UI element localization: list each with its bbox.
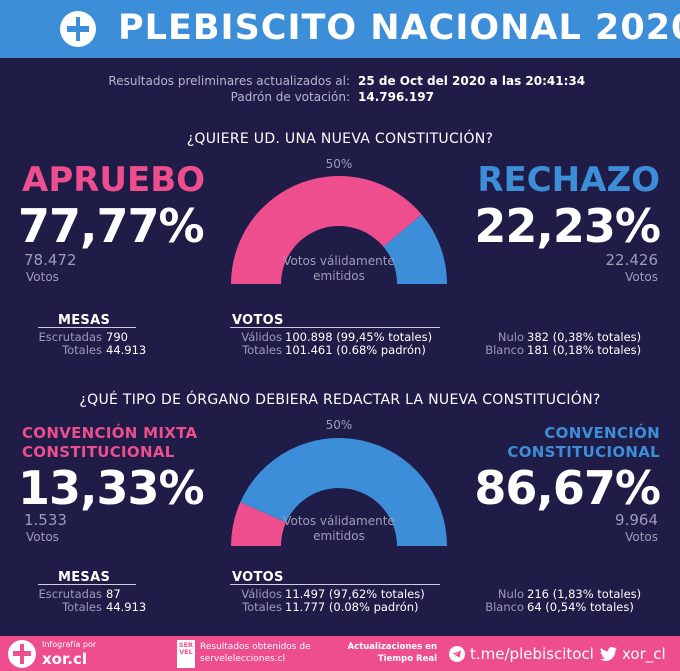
blanco-value-2: 64 (0,54% totales) bbox=[527, 600, 634, 614]
convencion-title-line2: CONSTITUCIONAL bbox=[507, 443, 660, 461]
mesas-escrutadas-label-2: Escrutadas bbox=[38, 587, 103, 601]
mesas-escrutadas-value-1: 790 bbox=[106, 330, 128, 344]
servel-logo-icon: SER VEL bbox=[177, 640, 195, 668]
mesas-totales-value-2: 44.913 bbox=[106, 600, 147, 614]
mixta-votes: 1.533 bbox=[24, 511, 67, 529]
apruebo-votes: 78.472 bbox=[24, 251, 77, 269]
convencion-votes: 9.964 bbox=[615, 511, 658, 529]
mesas-totales-label-2: Totales bbox=[62, 600, 102, 614]
rechazo-percent: 22,23% bbox=[474, 199, 661, 253]
mixta-title-line1: CONVENCIÓN MIXTA bbox=[22, 424, 198, 442]
convencion-title-line1: CONVENCIÓN bbox=[544, 424, 660, 442]
updates-line1: Actualizaciones en bbox=[347, 642, 437, 652]
updates-line2: Tiempo Real bbox=[377, 654, 437, 664]
mesas-heading-2: MESAS bbox=[58, 570, 111, 585]
votos-validos-label-1: Válidos bbox=[241, 330, 282, 344]
convencion-percent: 86,67% bbox=[474, 461, 661, 515]
gauge1-center-percent: 50% bbox=[325, 157, 353, 171]
twitter-icon bbox=[600, 647, 617, 661]
twitter-link[interactable]: xor_cl bbox=[622, 645, 666, 663]
rechazo-title: RECHAZO bbox=[477, 160, 660, 200]
question-1: ¿QUIERE UD. UNA NUEVA CONSTITUCIÓN? bbox=[186, 131, 494, 147]
updated-label: Resultados preliminares actualizados al: bbox=[108, 74, 350, 88]
updated-value: 25 de Oct del 2020 a las 20:41:34 bbox=[358, 74, 586, 88]
nulo-label-2: Nulo bbox=[497, 587, 524, 601]
votos-validos-value-1: 100.898 (99,45% totales) bbox=[285, 330, 433, 344]
nulo-value-1: 382 (0,38% totales) bbox=[527, 330, 642, 344]
gauge1-left-arc bbox=[231, 176, 422, 284]
servel-line1: Resultados obtenidos de bbox=[200, 642, 311, 652]
votos-totales-label-1: Totales bbox=[242, 343, 282, 357]
blanco-label-1: Blanco bbox=[485, 343, 524, 357]
footer-bar: Infografía por xor.cl SER VEL Resultados… bbox=[0, 636, 680, 671]
votos-heading-2: VOTOS bbox=[232, 570, 284, 585]
gauge1-label: Votos válidamente emitidos bbox=[283, 254, 395, 283]
blanco-label-2: Blanco bbox=[485, 600, 524, 614]
telegram-link[interactable]: t.me/plebiscitocl bbox=[470, 645, 594, 663]
votos-validos-label-2: Válidos bbox=[241, 587, 282, 601]
votos-divider-1 bbox=[230, 327, 440, 328]
gauge-chart-2 bbox=[231, 437, 447, 546]
mesas-escrutadas-value-2: 87 bbox=[106, 587, 121, 601]
infografia-label: Infografía por bbox=[42, 640, 97, 649]
apruebo-votes-label: Votos bbox=[26, 270, 59, 284]
mixta-percent: 13,33% bbox=[18, 461, 205, 515]
mesas-divider-2 bbox=[38, 584, 136, 585]
gauge1-right-arc bbox=[383, 214, 447, 284]
nulo-label-1: Nulo bbox=[497, 330, 524, 344]
convencion-votes-label: Votos bbox=[625, 530, 658, 544]
rechazo-votes-label: Votos bbox=[625, 270, 658, 284]
mesas-heading-1: MESAS bbox=[58, 313, 111, 328]
header-bar: PLEBISCITO NACIONAL 2020 bbox=[0, 0, 680, 58]
votos-divider-2 bbox=[230, 584, 440, 585]
infografia-brand-link[interactable]: xor.cl bbox=[42, 650, 87, 668]
gauge2-right-arc bbox=[240, 437, 447, 546]
nulo-value-2: 216 (1,83% totales) bbox=[527, 587, 642, 601]
votos-heading-1: VOTOS bbox=[232, 313, 284, 328]
question-2: ¿QUÉ TIPO DE ÓRGANO DEBIERA REDACTAR LA … bbox=[79, 392, 601, 408]
telegram-icon bbox=[449, 646, 465, 662]
mesas-escrutadas-label-1: Escrutadas bbox=[38, 330, 103, 344]
gauge2-left-arc bbox=[231, 502, 287, 546]
mesas-totales-label-1: Totales bbox=[62, 343, 102, 357]
votos-validos-value-2: 11.497 (97,62% totales) bbox=[285, 587, 425, 601]
mixta-votes-label: Votos bbox=[26, 530, 59, 544]
mixta-title-line2: CONSTITUCIONAL bbox=[22, 443, 175, 461]
gauge2-label: Votos válidamente emitidos bbox=[283, 514, 395, 543]
padron-label: Padrón de votación: bbox=[230, 90, 350, 104]
rechazo-votes: 22.426 bbox=[605, 251, 659, 269]
gauge-chart-1 bbox=[231, 176, 447, 284]
votos-totales-value-1: 101.461 (0.68% padrón) bbox=[285, 343, 426, 357]
servel-link[interactable]: servelelecciones.cl bbox=[200, 654, 286, 664]
gauge2-center-percent: 50% bbox=[325, 418, 353, 432]
votos-totales-value-2: 11.777 (0.08% padrón) bbox=[285, 600, 419, 614]
apruebo-title: APRUEBO bbox=[22, 160, 206, 200]
votos-totales-label-2: Totales bbox=[242, 600, 282, 614]
mesas-divider-1 bbox=[38, 327, 136, 328]
apruebo-percent: 77,77% bbox=[18, 199, 205, 253]
blanco-value-1: 181 (0,18% totales) bbox=[527, 343, 642, 357]
padron-value: 14.796.197 bbox=[358, 90, 434, 104]
mesas-totales-value-1: 44.913 bbox=[106, 343, 147, 357]
xor-logo-icon bbox=[60, 11, 96, 47]
xor-footer-logo-icon bbox=[8, 640, 36, 668]
page-title: PLEBISCITO NACIONAL 2020 bbox=[118, 8, 680, 48]
